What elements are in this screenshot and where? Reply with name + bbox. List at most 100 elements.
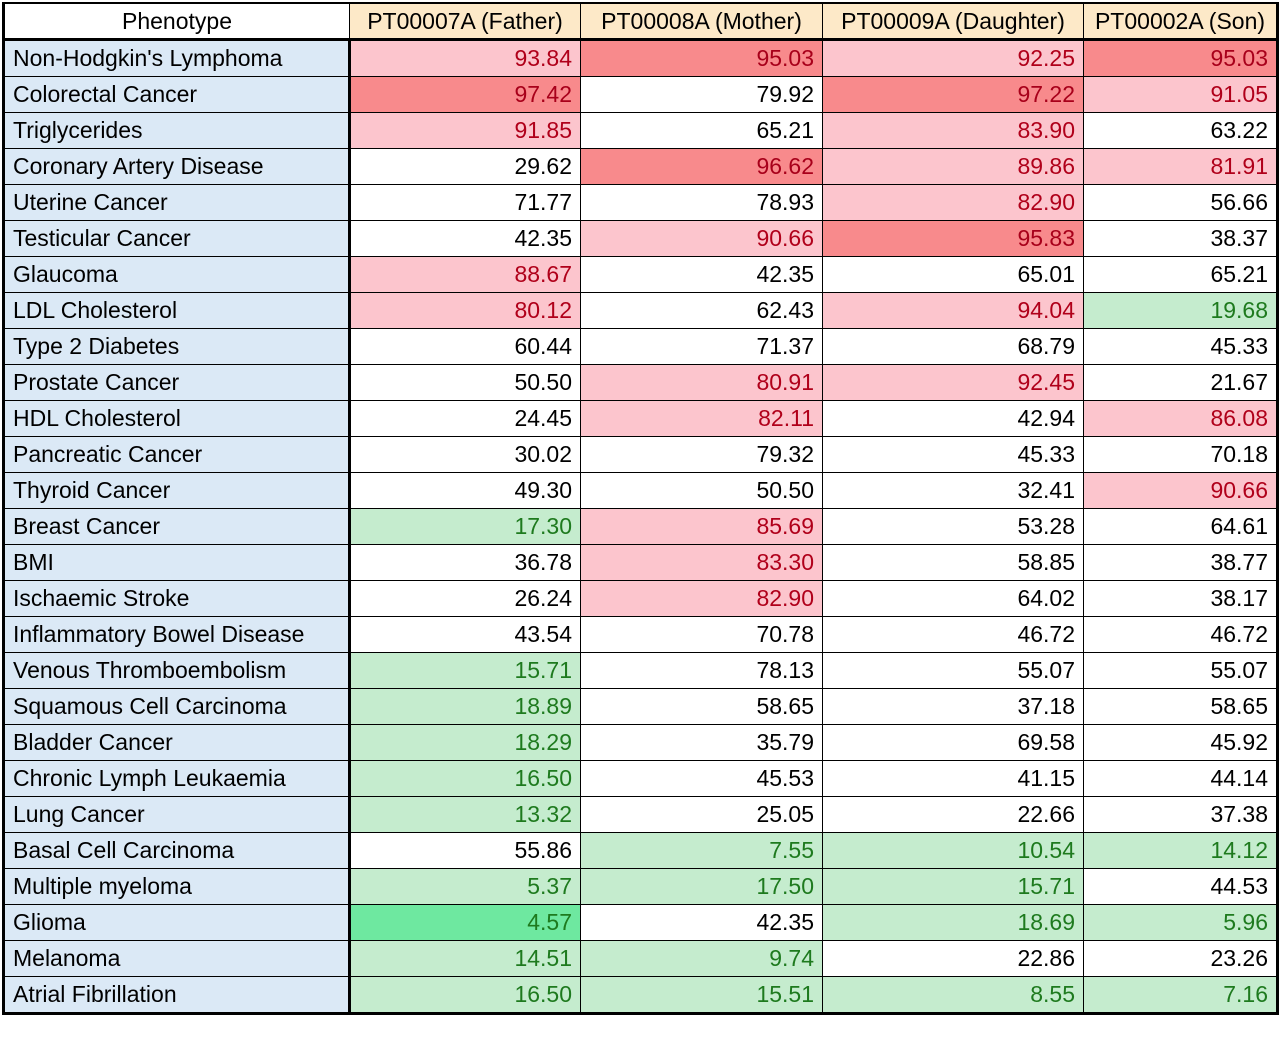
score-cell: 46.72	[822, 616, 1084, 653]
score-cell: 38.17	[1083, 580, 1279, 617]
score-cell: 78.93	[580, 184, 823, 221]
score-cell: 8.55	[822, 976, 1084, 1015]
score-cell: 93.84	[349, 39, 581, 77]
score-cell: 42.35	[580, 256, 823, 293]
score-cell: 65.21	[1083, 256, 1279, 293]
table-row: Non-Hodgkin's Lymphoma 93.84 95.03 92.25 95.…	[2, 39, 1279, 77]
score-cell: 21.67	[1083, 364, 1279, 401]
score-cell: 70.78	[580, 616, 823, 653]
table-row: BMI 36.78 83.30 58.85 38.77	[2, 544, 1279, 581]
score-cell: 71.77	[349, 184, 581, 221]
score-cell: 45.53	[580, 760, 823, 797]
phenotype-percentile-table: Phenotype PT00007A (Father) PT00008A (Mo…	[2, 2, 1279, 1015]
table-row: Multiple myeloma 5.37 17.50 15.71 44.53	[2, 868, 1279, 905]
header-row: Phenotype PT00007A (Father) PT00008A (Mo…	[2, 2, 1279, 41]
phenotype-cell: Triglycerides	[2, 112, 351, 149]
score-cell: 38.37	[1083, 220, 1279, 257]
table-row: Type 2 Diabetes 60.44 71.37 68.79 45.33	[2, 328, 1279, 365]
phenotype-cell: Lung Cancer	[2, 796, 351, 833]
score-cell: 56.66	[1083, 184, 1279, 221]
table-row: LDL Cholesterol 80.12 62.43 94.04 19.68	[2, 292, 1279, 329]
score-cell: 58.65	[1083, 688, 1279, 725]
table-row: Thyroid Cancer 49.30 50.50 32.41 90.66	[2, 472, 1279, 509]
score-cell: 45.33	[822, 436, 1084, 473]
score-cell: 42.35	[349, 220, 581, 257]
phenotype-cell: Non-Hodgkin's Lymphoma	[2, 39, 351, 77]
score-cell: 68.79	[822, 328, 1084, 365]
phenotype-cell: Prostate Cancer	[2, 364, 351, 401]
table-row: Uterine Cancer 71.77 78.93 82.90 56.66	[2, 184, 1279, 221]
score-cell: 37.18	[822, 688, 1084, 725]
score-cell: 22.66	[822, 796, 1084, 833]
score-cell: 30.02	[349, 436, 581, 473]
score-cell: 85.69	[580, 508, 823, 545]
score-cell: 58.85	[822, 544, 1084, 581]
score-cell: 42.94	[822, 400, 1084, 437]
score-cell: 58.65	[580, 688, 823, 725]
phenotype-cell: Coronary Artery Disease	[2, 148, 351, 185]
score-cell: 7.16	[1083, 976, 1279, 1015]
phenotype-cell: Breast Cancer	[2, 508, 351, 545]
score-cell: 29.62	[349, 148, 581, 185]
phenotype-cell: HDL Cholesterol	[2, 400, 351, 437]
score-cell: 69.58	[822, 724, 1084, 761]
table-row: Prostate Cancer 50.50 80.91 92.45 21.67	[2, 364, 1279, 401]
table-row: Pancreatic Cancer 30.02 79.32 45.33 70.18	[2, 436, 1279, 473]
score-cell: 10.54	[822, 832, 1084, 869]
score-cell: 17.50	[580, 868, 823, 905]
score-cell: 90.66	[1083, 472, 1279, 509]
score-cell: 82.90	[822, 184, 1084, 221]
header-father: PT00007A (Father)	[349, 2, 581, 41]
score-cell: 64.02	[822, 580, 1084, 617]
score-cell: 82.11	[580, 400, 823, 437]
score-cell: 86.08	[1083, 400, 1279, 437]
score-cell: 25.05	[580, 796, 823, 833]
phenotype-cell: Uterine Cancer	[2, 184, 351, 221]
score-cell: 37.38	[1083, 796, 1279, 833]
phenotype-cell: LDL Cholesterol	[2, 292, 351, 329]
score-cell: 16.50	[349, 976, 581, 1015]
score-cell: 96.62	[580, 148, 823, 185]
score-cell: 80.12	[349, 292, 581, 329]
table-row: Coronary Artery Disease 29.62 96.62 89.86 81…	[2, 148, 1279, 185]
phenotype-cell: Multiple myeloma	[2, 868, 351, 905]
table-row: HDL Cholesterol 24.45 82.11 42.94 86.08	[2, 400, 1279, 437]
score-cell: 95.03	[580, 39, 823, 77]
score-cell: 62.43	[580, 292, 823, 329]
score-cell: 65.21	[580, 112, 823, 149]
score-cell: 92.45	[822, 364, 1084, 401]
score-cell: 42.35	[580, 904, 823, 941]
table-row: Bladder Cancer 18.29 35.79 69.58 45.92	[2, 724, 1279, 761]
score-cell: 18.89	[349, 688, 581, 725]
score-cell: 5.96	[1083, 904, 1279, 941]
header-daughter: PT00009A (Daughter)	[822, 2, 1084, 41]
score-cell: 71.37	[580, 328, 823, 365]
phenotype-cell: Venous Thromboembolism	[2, 652, 351, 689]
score-cell: 14.12	[1083, 832, 1279, 869]
phenotype-cell: Inflammatory Bowel Disease	[2, 616, 351, 653]
score-cell: 70.18	[1083, 436, 1279, 473]
table-row: Inflammatory Bowel Disease 43.54 70.78 46.7…	[2, 616, 1279, 653]
header-mother: PT00008A (Mother)	[580, 2, 823, 41]
score-cell: 53.28	[822, 508, 1084, 545]
score-cell: 78.13	[580, 652, 823, 689]
score-cell: 55.07	[822, 652, 1084, 689]
score-cell: 45.92	[1083, 724, 1279, 761]
table-row: Squamous Cell Carcinoma 18.89 58.65 37.18 58…	[2, 688, 1279, 725]
score-cell: 79.32	[580, 436, 823, 473]
score-cell: 7.55	[580, 832, 823, 869]
phenotype-cell: Basal Cell Carcinoma	[2, 832, 351, 869]
score-cell: 65.01	[822, 256, 1084, 293]
score-cell: 18.69	[822, 904, 1084, 941]
score-cell: 92.25	[822, 39, 1084, 77]
score-cell: 55.07	[1083, 652, 1279, 689]
score-cell: 38.77	[1083, 544, 1279, 581]
header-son: PT00002A (Son)	[1083, 2, 1279, 41]
score-cell: 90.66	[580, 220, 823, 257]
score-cell: 43.54	[349, 616, 581, 653]
score-cell: 15.71	[822, 868, 1084, 905]
score-cell: 50.50	[349, 364, 581, 401]
score-cell: 41.15	[822, 760, 1084, 797]
score-cell: 89.86	[822, 148, 1084, 185]
table-row: Glioma 4.57 42.35 18.69 5.96	[2, 904, 1279, 941]
